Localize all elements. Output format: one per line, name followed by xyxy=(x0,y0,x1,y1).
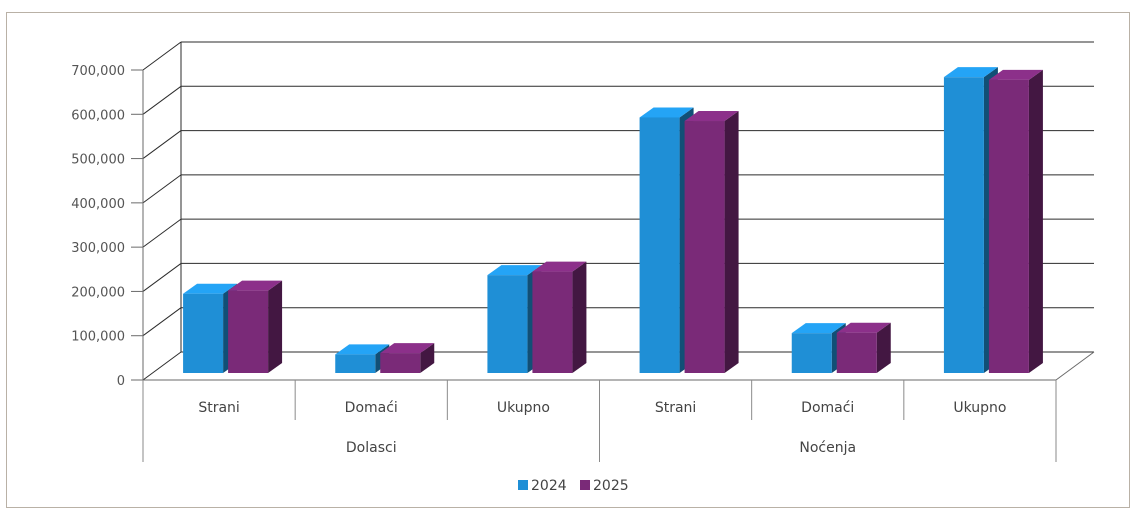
gridline-side xyxy=(142,41,182,71)
bar-top xyxy=(487,265,542,276)
bar-top xyxy=(639,107,694,118)
bar xyxy=(836,332,877,373)
y-tick-label: 200,000 xyxy=(71,285,125,300)
y-tick-label: 100,000 xyxy=(71,330,125,345)
bar-top xyxy=(836,322,891,333)
legend-swatch xyxy=(580,480,590,490)
category-label: Domaći xyxy=(801,400,854,416)
bar-side xyxy=(268,280,283,373)
category-label: Ukupno xyxy=(497,400,550,416)
bar xyxy=(228,290,269,373)
bar-top xyxy=(183,283,238,294)
bar xyxy=(988,79,1029,373)
gridline-side xyxy=(142,174,182,204)
floor-right-edge xyxy=(1055,351,1095,381)
bar xyxy=(335,354,376,373)
bar-top xyxy=(532,261,587,272)
bar-top xyxy=(380,343,435,354)
y-tick-label: 700,000 xyxy=(71,64,125,79)
category-axis: Strani Domaći Ukupno Strani Domaći Ukupno Dola… xyxy=(142,380,1057,462)
bar-side xyxy=(1028,69,1043,373)
bar-top xyxy=(988,69,1043,80)
y-tick-label: 600,000 xyxy=(71,108,125,123)
gridline-side xyxy=(142,263,182,292)
gridline-side xyxy=(142,218,182,248)
y-tick-label: 0 xyxy=(117,374,125,389)
chart-frame xyxy=(6,12,1130,508)
bar-side xyxy=(420,343,435,373)
gridline-side xyxy=(142,130,182,159)
category-label: Domaći xyxy=(345,400,398,416)
y-axis-ticks: 0 100,000 200,000 300,000 400,000 500,000 600,… xyxy=(71,64,143,389)
y-tick-label: 500,000 xyxy=(71,153,125,168)
bar-top xyxy=(791,323,846,334)
bar-top xyxy=(943,67,998,78)
legend-swatch xyxy=(518,480,528,490)
bar-top xyxy=(684,111,739,122)
legend-label: 2024 xyxy=(531,478,567,494)
bar xyxy=(639,117,680,373)
category-label: Strani xyxy=(655,400,696,416)
bar-side xyxy=(572,261,587,373)
bar xyxy=(791,333,832,373)
legend: 2024 2025 xyxy=(518,478,629,494)
gridline-side xyxy=(142,85,182,115)
bar xyxy=(532,271,573,373)
bars xyxy=(183,67,1043,374)
category-label: Ukupno xyxy=(953,400,1006,416)
bar xyxy=(684,121,725,373)
y-tick-label: 300,000 xyxy=(71,241,125,256)
bar-top xyxy=(335,344,390,355)
group-label: Noćenja xyxy=(799,440,856,456)
bar xyxy=(943,77,984,374)
bar-top xyxy=(228,280,283,291)
bar xyxy=(380,353,421,373)
group-label: Dolasci xyxy=(346,440,397,456)
gridline-side xyxy=(142,351,182,381)
bar xyxy=(487,275,528,373)
bar-side xyxy=(876,322,891,373)
y-tick-label: 400,000 xyxy=(71,197,125,212)
bar xyxy=(183,293,224,373)
category-label: Strani xyxy=(198,400,239,416)
bar-side xyxy=(724,111,739,373)
legend-label: 2025 xyxy=(593,478,629,494)
gridline-side xyxy=(142,307,182,337)
